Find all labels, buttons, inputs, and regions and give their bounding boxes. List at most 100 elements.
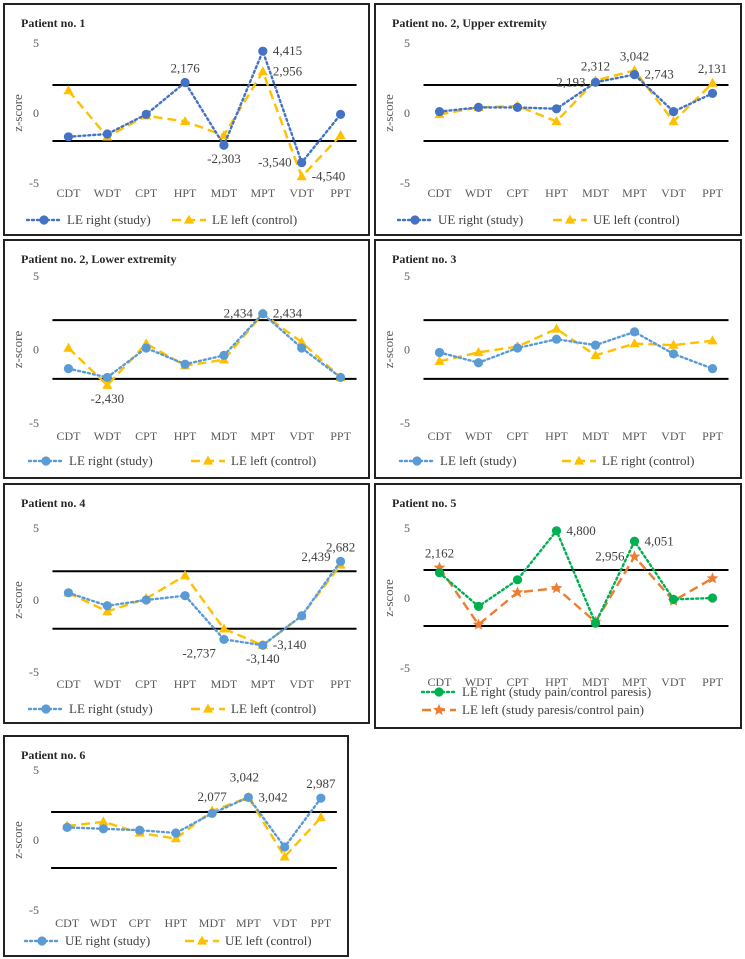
- data-point: [551, 115, 562, 126]
- data-point: [668, 107, 679, 117]
- data-label: -2,303: [207, 151, 241, 166]
- data-point: [668, 339, 679, 349]
- x-tick-label: MDT: [211, 186, 238, 200]
- data-point: [551, 104, 562, 114]
- chart-panel-patient-4: Patient no. 4 z-score 5 0 -5 CDT WDT CPT HPT MDT M…: [3, 483, 370, 724]
- series-line-study: [438, 73, 714, 114]
- data-point: [473, 347, 484, 357]
- chart-svg-patient-2-lower: Patient no. 2, Lower extremity z-score 5 0 -…: [10, 252, 357, 468]
- x-tick-label: MDT: [582, 186, 609, 200]
- data-point: [207, 808, 217, 818]
- x-tick-label: PPT: [311, 916, 332, 930]
- y-axis-label: z-score: [10, 581, 25, 619]
- x-tick-label: WDT: [465, 429, 493, 443]
- legend-marker: [410, 215, 420, 225]
- x-tick-label: CDT: [56, 186, 81, 200]
- legend-marker: [41, 704, 51, 714]
- data-point: [170, 833, 181, 843]
- data-point: [135, 825, 145, 835]
- data-point: [551, 323, 562, 333]
- x-tick-label: HPT: [174, 429, 197, 443]
- x-tick-label: CPT: [135, 186, 158, 200]
- data-point: [629, 327, 640, 337]
- data-point: [296, 171, 307, 181]
- x-tick-label: MPT: [250, 429, 275, 443]
- y-tick-label: 0: [33, 593, 39, 607]
- data-point: [62, 822, 72, 832]
- legend-label: LE left (study paresis/control pain): [462, 702, 644, 717]
- data-label: 2,162: [425, 546, 454, 561]
- data-point: [706, 572, 719, 584]
- data-point: [63, 85, 74, 95]
- x-tick-label: MPT: [622, 675, 647, 689]
- data-point: [258, 640, 268, 650]
- data-point: [434, 107, 445, 117]
- data-point: [551, 526, 562, 536]
- data-point: [590, 77, 601, 87]
- series-line-control: [67, 564, 342, 647]
- series-line-control: [67, 312, 342, 387]
- data-point: [297, 157, 307, 168]
- y-tick-label: -5: [29, 416, 39, 430]
- x-tick-label: MDT: [211, 429, 238, 443]
- data-label: 4,051: [645, 533, 674, 548]
- data-point: [63, 364, 74, 374]
- data-point: [590, 340, 601, 350]
- data-point: [629, 536, 640, 546]
- data-point: [141, 595, 151, 605]
- x-tick-label: HPT: [174, 186, 197, 200]
- data-point: [180, 77, 190, 88]
- data-point: [512, 102, 523, 112]
- data-point: [316, 793, 326, 803]
- x-tick-label: PPT: [702, 675, 723, 689]
- x-tick-label: WDT: [94, 186, 122, 200]
- data-point: [335, 372, 346, 383]
- x-tick-label: CPT: [506, 186, 529, 200]
- data-point: [550, 582, 563, 594]
- legend-label: LE right (study): [69, 701, 153, 716]
- x-tick-label: WDT: [465, 186, 493, 200]
- legend-label: LE right (study): [69, 453, 153, 468]
- data-point: [102, 372, 112, 383]
- legend-marker: [573, 455, 585, 465]
- series-line-study: [67, 47, 342, 166]
- y-tick-label: 0: [33, 106, 39, 120]
- legend-marker: [183, 214, 195, 224]
- x-tick-label: VDT: [661, 429, 686, 443]
- chart-title: Patient no. 2, Lower extremity: [21, 252, 177, 266]
- x-tick-label: CDT: [428, 429, 453, 443]
- x-tick-label: PPT: [702, 429, 723, 443]
- series-line-study: [438, 330, 714, 370]
- x-tick-label: VDT: [289, 429, 314, 443]
- y-axis-label: z-score: [10, 821, 25, 859]
- x-tick-label: CDT: [428, 186, 453, 200]
- legend-label: UE right (study): [438, 212, 523, 227]
- data-point: [434, 347, 445, 358]
- y-tick-label: -5: [29, 903, 39, 917]
- x-tick-label: MDT: [582, 675, 609, 689]
- x-tick-label: CPT: [129, 916, 152, 930]
- chart-title: Patient no. 1: [21, 16, 85, 30]
- series-line-control: [67, 68, 342, 179]
- data-point: [590, 349, 601, 360]
- data-point: [707, 88, 718, 98]
- chart-svg-patient-4: Patient no. 4 z-score 5 0 -5 CDT WDT CPT HPT MDT M…: [10, 496, 357, 716]
- data-point: [628, 550, 641, 562]
- x-tick-label: PPT: [330, 429, 351, 443]
- y-tick-label: -5: [400, 661, 410, 675]
- data-label: 2,956: [273, 64, 303, 79]
- data-point: [434, 355, 445, 365]
- data-label: 3,042: [230, 769, 259, 784]
- x-tick-label: WDT: [465, 675, 493, 689]
- chart-title: Patient no. 4: [21, 496, 85, 510]
- data-point: [219, 350, 229, 360]
- data-point: [707, 364, 718, 374]
- data-point: [102, 606, 113, 616]
- chart-svg-patient-6: Patient no. 6 z-score 5 0 -5 CDT WDT CPT HPT MDT M…: [10, 748, 337, 948]
- data-point: [63, 588, 74, 598]
- data-label: 2,743: [645, 67, 674, 82]
- x-tick-label: HPT: [174, 677, 197, 691]
- y-axis-label: z-score: [381, 331, 396, 369]
- data-point: [63, 342, 74, 352]
- x-tick-label: MPT: [236, 916, 261, 930]
